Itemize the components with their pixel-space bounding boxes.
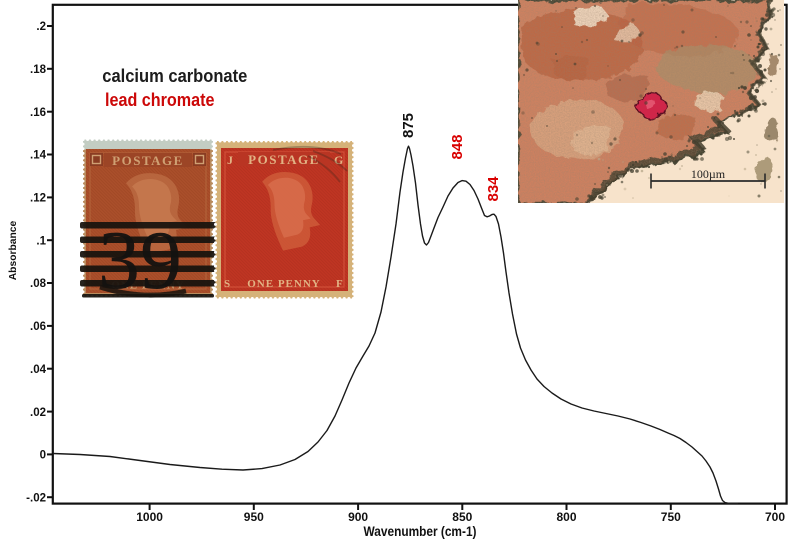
svg-text:700: 700: [765, 510, 785, 524]
svg-text:950: 950: [244, 510, 264, 524]
svg-text:834: 834: [485, 176, 502, 202]
svg-text:100µm: 100µm: [691, 167, 726, 181]
svg-text:900: 900: [348, 510, 368, 524]
svg-text:Absorbance: Absorbance: [8, 220, 19, 280]
svg-text:.12: .12: [30, 193, 46, 205]
svg-text:848: 848: [449, 134, 466, 159]
svg-text:850: 850: [452, 510, 472, 524]
svg-text:Wavenumber (cm-1): Wavenumber (cm-1): [364, 524, 477, 539]
svg-text:G: G: [334, 153, 343, 167]
svg-text:-.02: -.02: [26, 492, 46, 504]
svg-text:1000: 1000: [136, 510, 163, 524]
svg-text:750: 750: [661, 510, 681, 524]
svg-text:.18: .18: [30, 64, 47, 76]
svg-text:calcium carbonate: calcium carbonate: [102, 65, 247, 86]
svg-text:.2: .2: [36, 21, 46, 33]
svg-text:ONE PENNY: ONE PENNY: [247, 278, 320, 290]
svg-text:.08: .08: [30, 278, 47, 290]
svg-text:.02: .02: [30, 407, 46, 419]
svg-text:875: 875: [400, 113, 417, 138]
svg-text:.16: .16: [30, 107, 46, 119]
svg-text:0: 0: [40, 450, 46, 462]
svg-text:S: S: [224, 278, 230, 290]
svg-text:J: J: [227, 153, 233, 167]
svg-text:F: F: [336, 278, 343, 290]
svg-text:800: 800: [556, 510, 576, 524]
svg-text:lead chromate: lead chromate: [105, 89, 215, 110]
svg-text:.1: .1: [36, 235, 46, 247]
svg-text:.04: .04: [30, 364, 47, 376]
svg-text:.06: .06: [30, 321, 46, 333]
svg-text:.14: .14: [30, 150, 47, 162]
svg-text:POSTAGE: POSTAGE: [112, 153, 184, 168]
svg-text:POSTAGE: POSTAGE: [248, 152, 320, 167]
